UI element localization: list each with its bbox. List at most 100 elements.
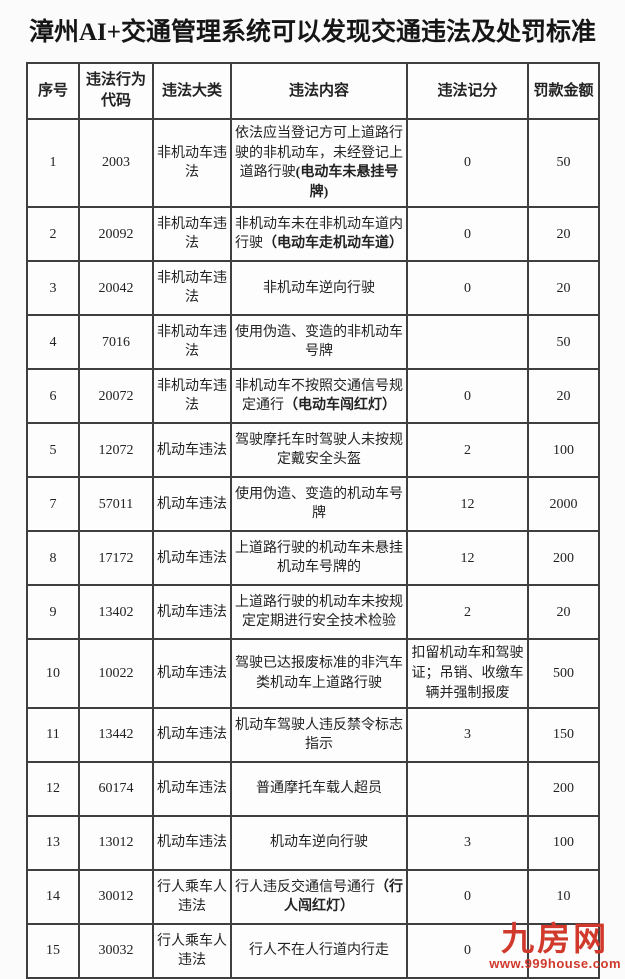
cell-fine: 20: [527, 584, 600, 641]
cell-code: 30032: [78, 923, 154, 979]
cell-fine: [527, 923, 600, 979]
cell-content: 机动车驾驶人违反禁令标志指示: [230, 707, 408, 764]
cell-code: 12072: [78, 422, 154, 479]
cell-points: 0: [406, 368, 529, 425]
cell-fine: 100: [527, 815, 600, 872]
table-row: 2 20092 非机动车违法 非机动车未在非机动车道内行驶（电动车走机动车道） …: [26, 206, 600, 263]
cell-content-text: 使用伪造、变造的非机动车号牌: [235, 324, 403, 360]
cell-fine: 500: [527, 638, 600, 710]
cell-code: 2003: [78, 117, 154, 209]
cell-content-text: 依法应当登记方可上道路行驶的非机动车，未经登记上道路行驶: [235, 126, 403, 181]
cell-code: 13012: [78, 815, 154, 872]
page-title: 漳州AI+交通管理系统可以发现交通违法及处罚标准: [28, 19, 597, 46]
watermark: 九房网 www.999house.com: [489, 922, 621, 970]
cell-content: 非机动车不按照交通信号规定通行（电动车闯红灯）: [230, 368, 408, 425]
cell-category: 机动车违法: [152, 815, 232, 872]
cell-points: 2: [406, 584, 529, 641]
table-row: 1 2003 非机动车违法 依法应当登记方可上道路行驶的非机动车，未经登记上道路…: [26, 117, 600, 209]
cell-content-text: 普通摩托车载人超员: [256, 781, 382, 797]
header-category: 违法大类: [152, 62, 232, 120]
cell-content-text: 机动车驾驶人违反禁令标志指示: [235, 717, 403, 753]
table-row: 4 7016 非机动车违法 使用伪造、变造的非机动车号牌 50: [26, 314, 600, 371]
cell-category: 机动车违法: [152, 476, 232, 533]
cell-content-text: 行人不在人行道内行走: [249, 943, 389, 959]
cell-content: 上道路行驶的机动车未按规定定期进行安全技术检验: [230, 584, 408, 641]
cell-fine: 10: [527, 869, 600, 926]
table-row: 8 17172 机动车违法 上道路行驶的机动车未悬挂机动车号牌的 12 200: [26, 530, 600, 587]
cell-category: 非机动车违法: [152, 117, 232, 209]
cell-points: 3: [406, 707, 529, 764]
cell-code: 17172: [78, 530, 154, 587]
cell-category: 行人乘车人违法: [152, 869, 232, 926]
cell-num: 14: [26, 869, 80, 926]
cell-content-text: 非机动车逆向行驶: [263, 280, 375, 296]
header-num: 序号: [26, 62, 80, 120]
cell-fine: 20: [527, 206, 600, 263]
violations-tbody: 1 2003 非机动车违法 依法应当登记方可上道路行驶的非机动车，未经登记上道路…: [26, 117, 600, 979]
cell-fine: 50: [527, 314, 600, 371]
table-header-row: 序号 违法行为代码 违法大类 违法内容 违法记分 罚款金额: [26, 62, 600, 120]
cell-num: 15: [26, 923, 80, 979]
cell-category: 非机动车违法: [152, 206, 232, 263]
cell-num: 3: [26, 260, 80, 317]
cell-content-text: 机动车逆向行驶: [270, 835, 368, 851]
cell-fine: 20: [527, 260, 600, 317]
cell-content: 上道路行驶的机动车未悬挂机动车号牌的: [230, 530, 408, 587]
table-row: 14 30012 行人乘车人违法 行人违反交通信号通行（行人闯红灯） 0 10: [26, 869, 600, 926]
table-row: 5 12072 机动车违法 驾驶摩托车时驾驶人未按规定戴安全头盔 2 100: [26, 422, 600, 479]
cell-content-text: 非机动车未在非机动车道内行驶: [235, 216, 403, 252]
table-row: 7 57011 机动车违法 使用伪造、变造的机动车号牌 12 2000: [26, 476, 600, 533]
cell-num: 9: [26, 584, 80, 641]
table-row: 11 13442 机动车违法 机动车驾驶人违反禁令标志指示 3 150: [26, 707, 600, 764]
cell-category: 非机动车违法: [152, 368, 232, 425]
cell-code: 20072: [78, 368, 154, 425]
cell-code: 10022: [78, 638, 154, 710]
cell-content-bold-text: （行人闯红灯）: [284, 879, 403, 915]
table-row: 15 30032 行人乘车人违法 行人不在人行道内行走 0: [26, 923, 600, 979]
cell-num: 11: [26, 707, 80, 764]
cell-content: 机动车逆向行驶: [230, 815, 408, 872]
cell-num: 7: [26, 476, 80, 533]
cell-category: 非机动车违法: [152, 314, 232, 371]
cell-fine: 20: [527, 368, 600, 425]
cell-points: 12: [406, 476, 529, 533]
table-row: 3 20042 非机动车违法 非机动车逆向行驶 0 20: [26, 260, 600, 317]
cell-num: 13: [26, 815, 80, 872]
cell-num: 4: [26, 314, 80, 371]
cell-points: 0: [406, 260, 529, 317]
cell-num: 5: [26, 422, 80, 479]
cell-content-text: 上道路行驶的机动车未悬挂机动车号牌的: [235, 540, 403, 576]
cell-num: 2: [26, 206, 80, 263]
cell-content-text: 驾驶摩托车时驾驶人未按规定戴安全头盔: [235, 432, 403, 468]
cell-content: 非机动车逆向行驶: [230, 260, 408, 317]
table-row: 9 13402 机动车违法 上道路行驶的机动车未按规定定期进行安全技术检验 2 …: [26, 584, 600, 641]
cell-code: 20092: [78, 206, 154, 263]
cell-content-bold-text: （电动车走机动车道）: [263, 236, 403, 252]
cell-num: 8: [26, 530, 80, 587]
cell-category: 机动车违法: [152, 761, 232, 818]
table-row: 12 60174 机动车违法 普通摩托车载人超员 200: [26, 761, 600, 818]
cell-code: 13402: [78, 584, 154, 641]
cell-category: 机动车违法: [152, 422, 232, 479]
table-row: 13 13012 机动车违法 机动车逆向行驶 3 100: [26, 815, 600, 872]
cell-points: 2: [406, 422, 529, 479]
cell-content: 使用伪造、变造的机动车号牌: [230, 476, 408, 533]
cell-points: 0: [406, 206, 529, 263]
cell-category: 机动车违法: [152, 530, 232, 587]
cell-code: 7016: [78, 314, 154, 371]
cell-content-text: 行人违反交通信号通行: [235, 879, 375, 895]
cell-content: 驾驶摩托车时驾驶人未按规定戴安全头盔: [230, 422, 408, 479]
cell-points: 0: [406, 869, 529, 926]
cell-category: 机动车违法: [152, 584, 232, 641]
watermark-logo: 九房网: [501, 920, 610, 957]
cell-points: 12: [406, 530, 529, 587]
cell-content: 依法应当登记方可上道路行驶的非机动车，未经登记上道路行驶(电动车未悬挂号牌): [230, 117, 408, 209]
header-fine: 罚款金额: [527, 62, 600, 120]
header-points: 违法记分: [406, 62, 529, 120]
cell-code: 13442: [78, 707, 154, 764]
cell-content: 驾驶已达报废标准的非汽车类机动车上道路行驶: [230, 638, 408, 710]
cell-content-text: 驾驶已达报废标准的非汽车类机动车上道路行驶: [235, 656, 403, 691]
cell-content-bold-text: (电动车未悬挂号牌): [295, 165, 399, 200]
cell-category: 非机动车违法: [152, 260, 232, 317]
cell-content: 使用伪造、变造的非机动车号牌: [230, 314, 408, 371]
